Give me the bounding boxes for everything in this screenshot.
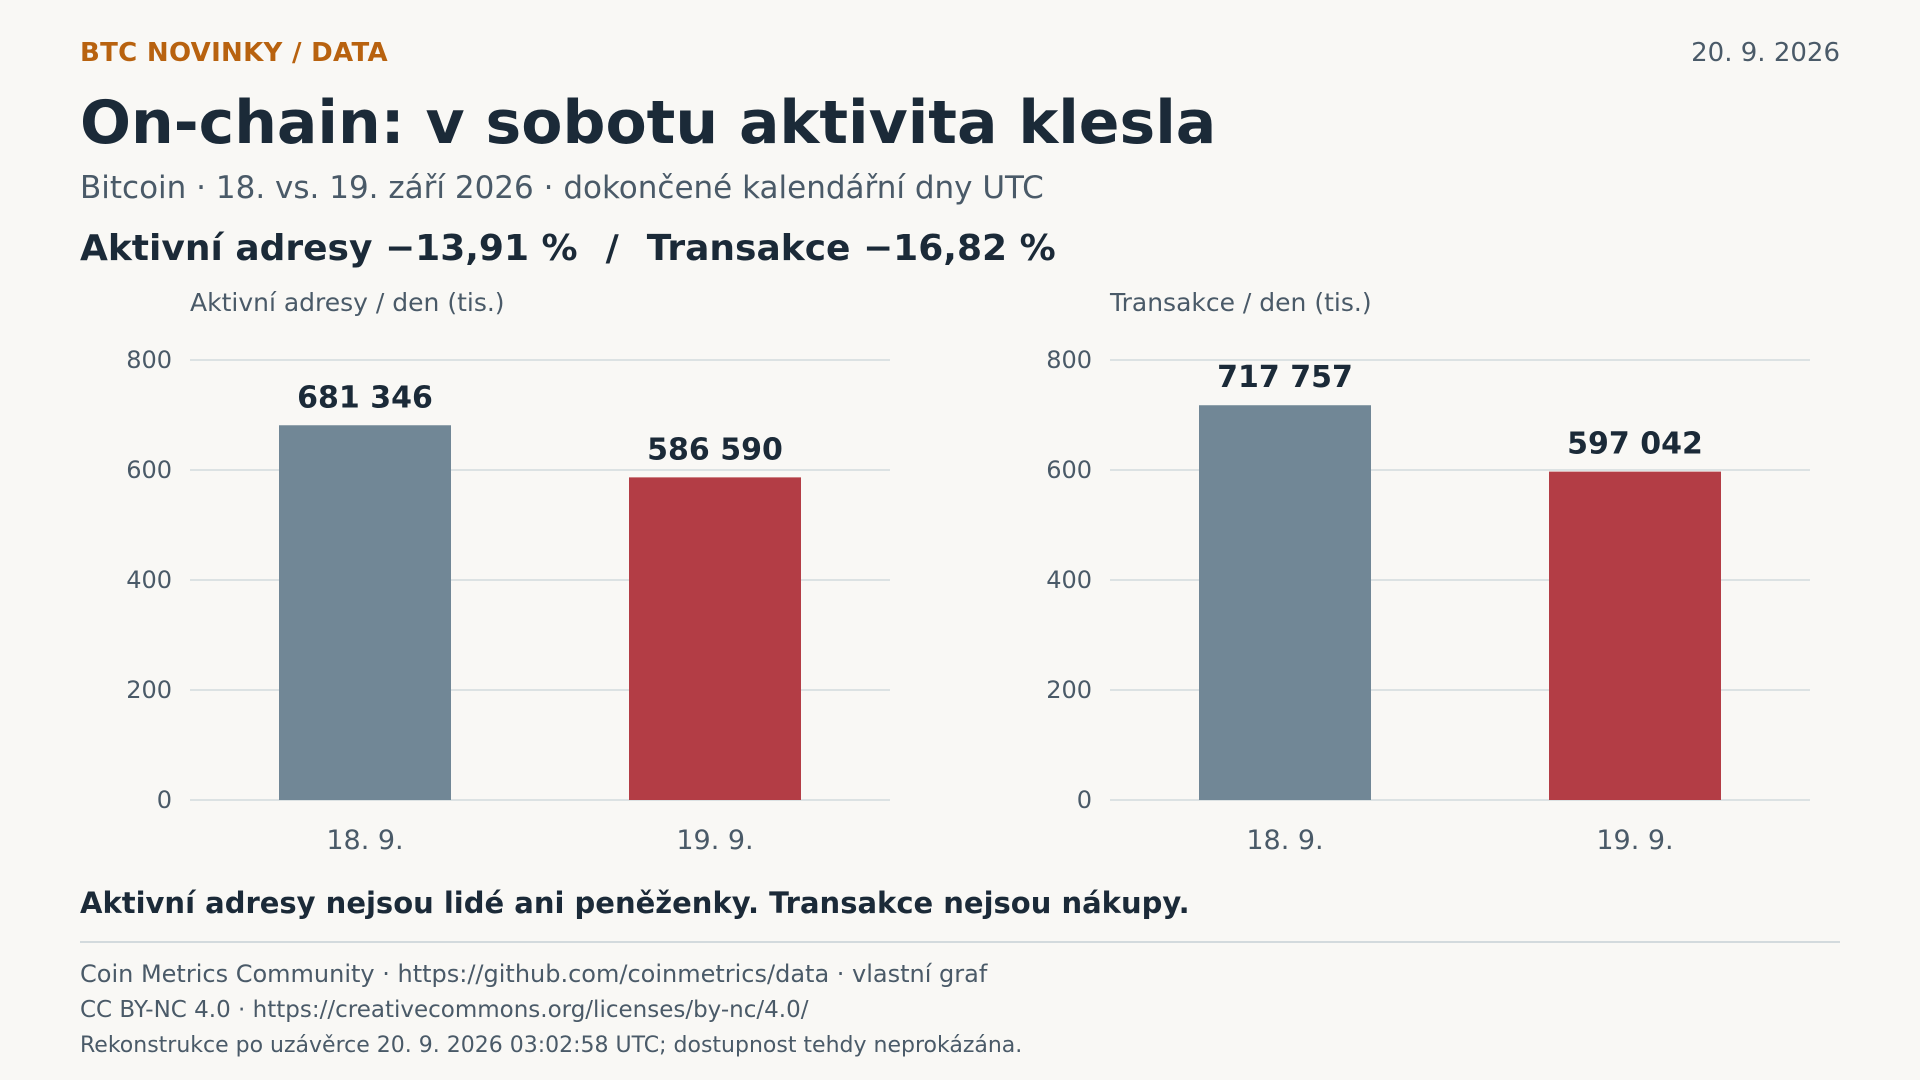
headline: Aktivní adresy −13,91 % / Transakce −16,82… [80, 228, 1056, 269]
page-subtitle: Bitcoin · 18. vs. 19. září 2026 · dokonč… [80, 170, 1044, 206]
bar [279, 425, 451, 800]
disclaimer-line: Rekonstrukce po uzávěrce 20. 9. 2026 03:… [80, 1033, 1023, 1058]
data-label: 681 346 [297, 380, 433, 415]
y-tick-label: 600 [1046, 456, 1092, 484]
license-line: CC BY-NC 4.0 · https://creativecommons.o… [80, 997, 809, 1023]
data-label: 597 042 [1567, 427, 1703, 462]
headline-active-addresses: Aktivní adresy −13,91 % [80, 228, 578, 269]
source-line: Coin Metrics Community · https://github.… [80, 960, 988, 988]
chart-svg: 0 200 400 600 800 681 346 18. 9. 586 590 19. 9. [126, 346, 890, 856]
footnote: Aktivní adresy nejsou lidé ani peněženky… [80, 886, 1190, 920]
chart-svg: 0 200 400 600 800 717 757 18. 9. 597 042 19. 9. [1046, 346, 1810, 856]
publish-date: 20. 9. 2026 [1691, 38, 1840, 68]
y-tick-label: 0 [1077, 786, 1092, 814]
data-label: 586 590 [647, 432, 783, 467]
y-tick-label: 200 [1046, 676, 1092, 704]
chart-active-addresses: Aktivní adresy / den (tis.) 0 200 400 600 80… [80, 280, 900, 880]
y-tick-label: 800 [126, 346, 172, 374]
y-tick-label: 400 [1046, 566, 1092, 594]
x-tick-label: 19. 9. [676, 825, 753, 856]
x-tick-label: 18. 9. [1246, 825, 1323, 856]
bar [629, 477, 801, 800]
bar [1199, 405, 1371, 800]
y-tick-label: 200 [126, 676, 172, 704]
chart-title: Aktivní adresy / den (tis.) [190, 288, 505, 317]
y-tick-label: 0 [157, 786, 172, 814]
headline-separator: / [605, 228, 619, 269]
y-tick-label: 400 [126, 566, 172, 594]
data-label: 717 757 [1217, 360, 1353, 395]
kicker: BTC NOVINKY / DATA [80, 38, 388, 68]
bar [1549, 471, 1721, 800]
x-tick-label: 19. 9. [1596, 825, 1673, 856]
y-tick-label: 800 [1046, 346, 1092, 374]
headline-transactions: Transakce −16,82 % [646, 228, 1056, 269]
divider [80, 941, 1840, 943]
x-tick-label: 18. 9. [326, 825, 403, 856]
y-tick-label: 600 [126, 456, 172, 484]
chart-title: Transakce / den (tis.) [1110, 288, 1372, 317]
page-title: On-chain: v sobotu aktivita klesla [80, 88, 1217, 158]
chart-transactions: Transakce / den (tis.) 0 200 400 600 800 717 … [1000, 280, 1820, 880]
